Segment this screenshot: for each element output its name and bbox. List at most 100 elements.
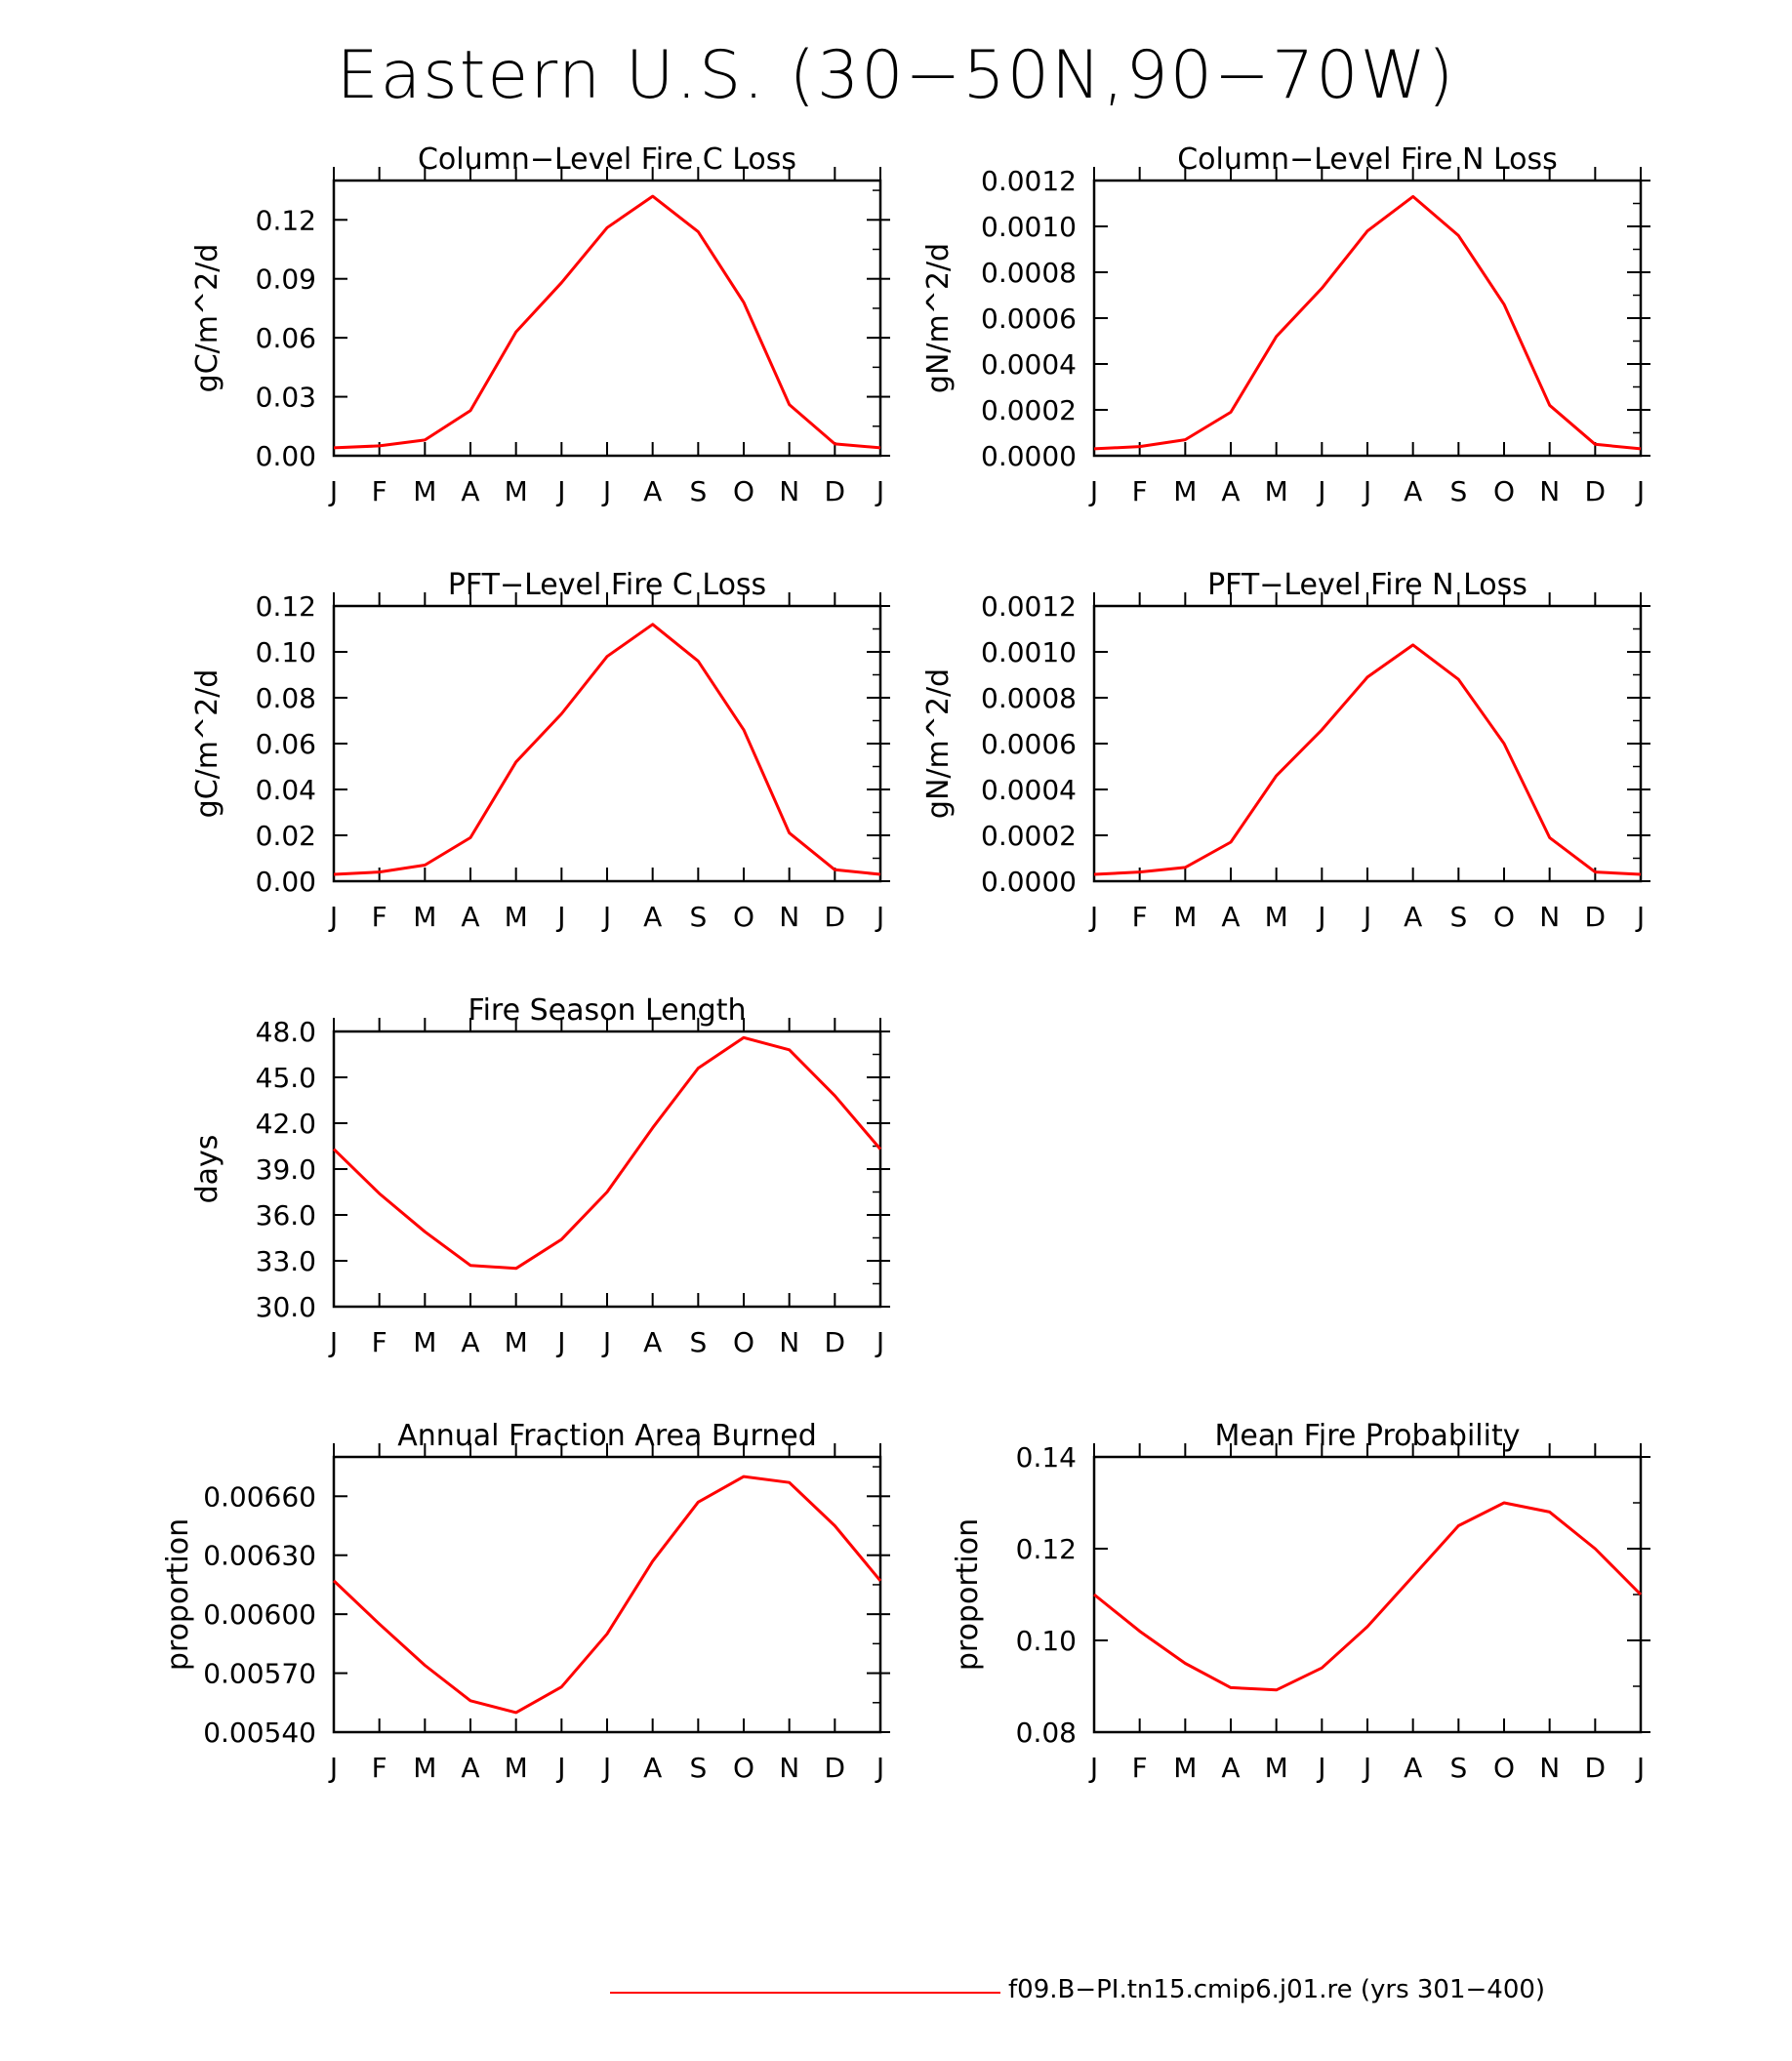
panel-3-xtick-label: J <box>555 901 565 933</box>
panel-3-ytick-label: 0.06 <box>256 728 316 760</box>
panel-4-title: PFT−Level Fire N Loss <box>1207 568 1527 602</box>
panel-5-xtick-label: N <box>779 1326 799 1358</box>
panel-3-xtick-label: J <box>875 901 884 933</box>
panel-2-xtick-label: N <box>1539 475 1560 507</box>
panel-6-xtick-label: D <box>825 1752 846 1784</box>
panel-6-xtick-label: J <box>328 1752 338 1784</box>
panel-5-ytick-label: 39.0 <box>256 1153 316 1186</box>
panel-5-xtick-label: A <box>643 1326 662 1358</box>
panel-6-ytick-label: 0.00660 <box>203 1480 316 1513</box>
panel-5-xtick-label: J <box>555 1326 565 1358</box>
panel-4-xtick-label: S <box>1449 901 1467 933</box>
panel-5-xtick-label: J <box>601 1326 611 1358</box>
panel-4-xtick-label: J <box>1635 901 1645 933</box>
panel-5-ytick-label: 33.0 <box>256 1245 316 1277</box>
panel-1-ytick-label: 0.12 <box>256 204 316 236</box>
panel-2-xtick-label: J <box>1635 475 1645 507</box>
panel-6-xtick-label: N <box>779 1752 799 1784</box>
panel-2-ylabel: gN/m^2/d <box>921 243 956 393</box>
panel-3-xtick-label: S <box>689 901 707 933</box>
panel-2-xtick-label: J <box>1316 475 1325 507</box>
panel-1-xtick-label: F <box>372 475 387 507</box>
panel-7-xtick-label: J <box>1088 1752 1098 1784</box>
panel-4-xtick-label: A <box>1404 901 1422 933</box>
panel-6-ylabel: proportion <box>161 1518 195 1671</box>
panel-6-xtick-label: A <box>461 1752 479 1784</box>
panel-1-ytick-label: 0.09 <box>256 263 316 296</box>
panel-1-xtick-label: J <box>555 475 565 507</box>
panel-1-xtick-label: S <box>689 475 707 507</box>
panel-7-xtick-label: A <box>1221 1752 1240 1784</box>
panel-3-xtick-label: A <box>461 901 479 933</box>
panel-2-xtick-label: J <box>1088 475 1098 507</box>
panel-2-ytick-label: 0.0010 <box>981 211 1077 243</box>
panel-6-xtick-label: J <box>875 1752 884 1784</box>
panel-2-ytick-label: 0.0000 <box>981 440 1077 472</box>
panel-7-xtick-label: F <box>1132 1752 1148 1784</box>
panel-2-ytick-label: 0.0004 <box>981 348 1077 381</box>
panel-1-title: Column−Level Fire C Loss <box>418 142 796 177</box>
panel-3-ytick-label: 0.12 <box>256 590 316 623</box>
panel-7-xtick-label: J <box>1635 1752 1645 1784</box>
panel-1-xtick-label: D <box>825 475 846 507</box>
panel-4-ylabel: gN/m^2/d <box>921 668 956 819</box>
panel-2-xtick-label: O <box>1493 475 1515 507</box>
panel-5-ytick-label: 48.0 <box>256 1016 316 1048</box>
panel-4-ytick-label: 0.0004 <box>981 774 1077 806</box>
panel-1-xtick-label: A <box>461 475 479 507</box>
panel-5-xtick-label: M <box>413 1326 436 1358</box>
panel-2-series-line <box>1093 194 1642 451</box>
panel-3-ylabel: gC/m^2/d <box>190 669 224 819</box>
panel-7-xtick-label: S <box>1449 1752 1467 1784</box>
panel-6-xtick-label: A <box>643 1752 662 1784</box>
panel-3-ytick-label: 0.02 <box>256 820 316 852</box>
panel-1-xtick-label: M <box>413 475 436 507</box>
panel-3-ytick-label: 0.08 <box>256 682 316 714</box>
panel-3-xtick-label: O <box>733 901 754 933</box>
panel-2-xtick-label: A <box>1221 475 1240 507</box>
panel-7-frame <box>1092 1455 1643 1734</box>
panel-7-xtick-label: N <box>1539 1752 1560 1784</box>
panel-7-xtick-label: M <box>1173 1752 1197 1784</box>
panel-3-xtick-label: M <box>413 901 436 933</box>
panel-4-xtick-label: M <box>1173 901 1197 933</box>
panel-5-xtick-label: S <box>689 1326 707 1358</box>
panel-7-ytick-label: 0.12 <box>1016 1533 1077 1565</box>
panel-5-series-line <box>332 1035 882 1271</box>
panel-6-xtick-label: O <box>733 1752 754 1784</box>
panel-5-xtick-label: J <box>875 1326 884 1358</box>
panel-4-xtick-label: N <box>1539 901 1560 933</box>
panel-1-xtick-label: J <box>328 475 338 507</box>
panel-4-ytick-label: 0.0008 <box>981 682 1077 714</box>
panel-2-xtick-label: D <box>1585 475 1607 507</box>
panel-4-ytick-label: 0.0000 <box>981 866 1077 898</box>
panel-7-ytick-label: 0.08 <box>1016 1717 1077 1749</box>
panel-7-ylabel: proportion <box>951 1518 985 1671</box>
panel-5-ylabel: days <box>190 1135 224 1204</box>
panel-3-xtick-label: D <box>825 901 846 933</box>
panel-1-ytick-label: 0.06 <box>256 322 316 354</box>
panel-2-ytick-label: 0.0006 <box>981 303 1077 335</box>
panel-1-frame <box>332 179 882 458</box>
panel-1-xtick-label: M <box>505 475 528 507</box>
panel-1-ytick-label: 0.03 <box>256 382 316 414</box>
panel-2-ytick-label: 0.0002 <box>981 394 1077 426</box>
panel-3-xtick-label: F <box>372 901 387 933</box>
panel-3-xtick-label: M <box>505 901 528 933</box>
panel-7-xtick-label: J <box>1362 1752 1371 1784</box>
panel-4-series-line <box>1093 643 1642 876</box>
panel-5-ytick-label: 45.0 <box>256 1062 316 1094</box>
panel-4-ytick-label: 0.0010 <box>981 636 1077 668</box>
panel-2-title: Column−Level Fire N Loss <box>1177 142 1558 177</box>
panel-5-xtick-label: J <box>328 1326 338 1358</box>
panel-1-xtick-label: N <box>779 475 799 507</box>
panel-3-series-line <box>333 623 881 876</box>
panel-6-ytick-label: 0.00570 <box>203 1658 316 1690</box>
panel-6-xtick-label: M <box>505 1752 528 1784</box>
panel-5-ytick-label: 30.0 <box>256 1291 316 1323</box>
panel-6-xtick-label: F <box>372 1752 387 1784</box>
panel-6-title: Annual Fraction Area Burned <box>397 1419 817 1453</box>
panel-2-xtick-label: A <box>1404 475 1422 507</box>
panel-6-ytick-label: 0.00630 <box>203 1540 316 1572</box>
panel-4-frame <box>1092 604 1643 883</box>
